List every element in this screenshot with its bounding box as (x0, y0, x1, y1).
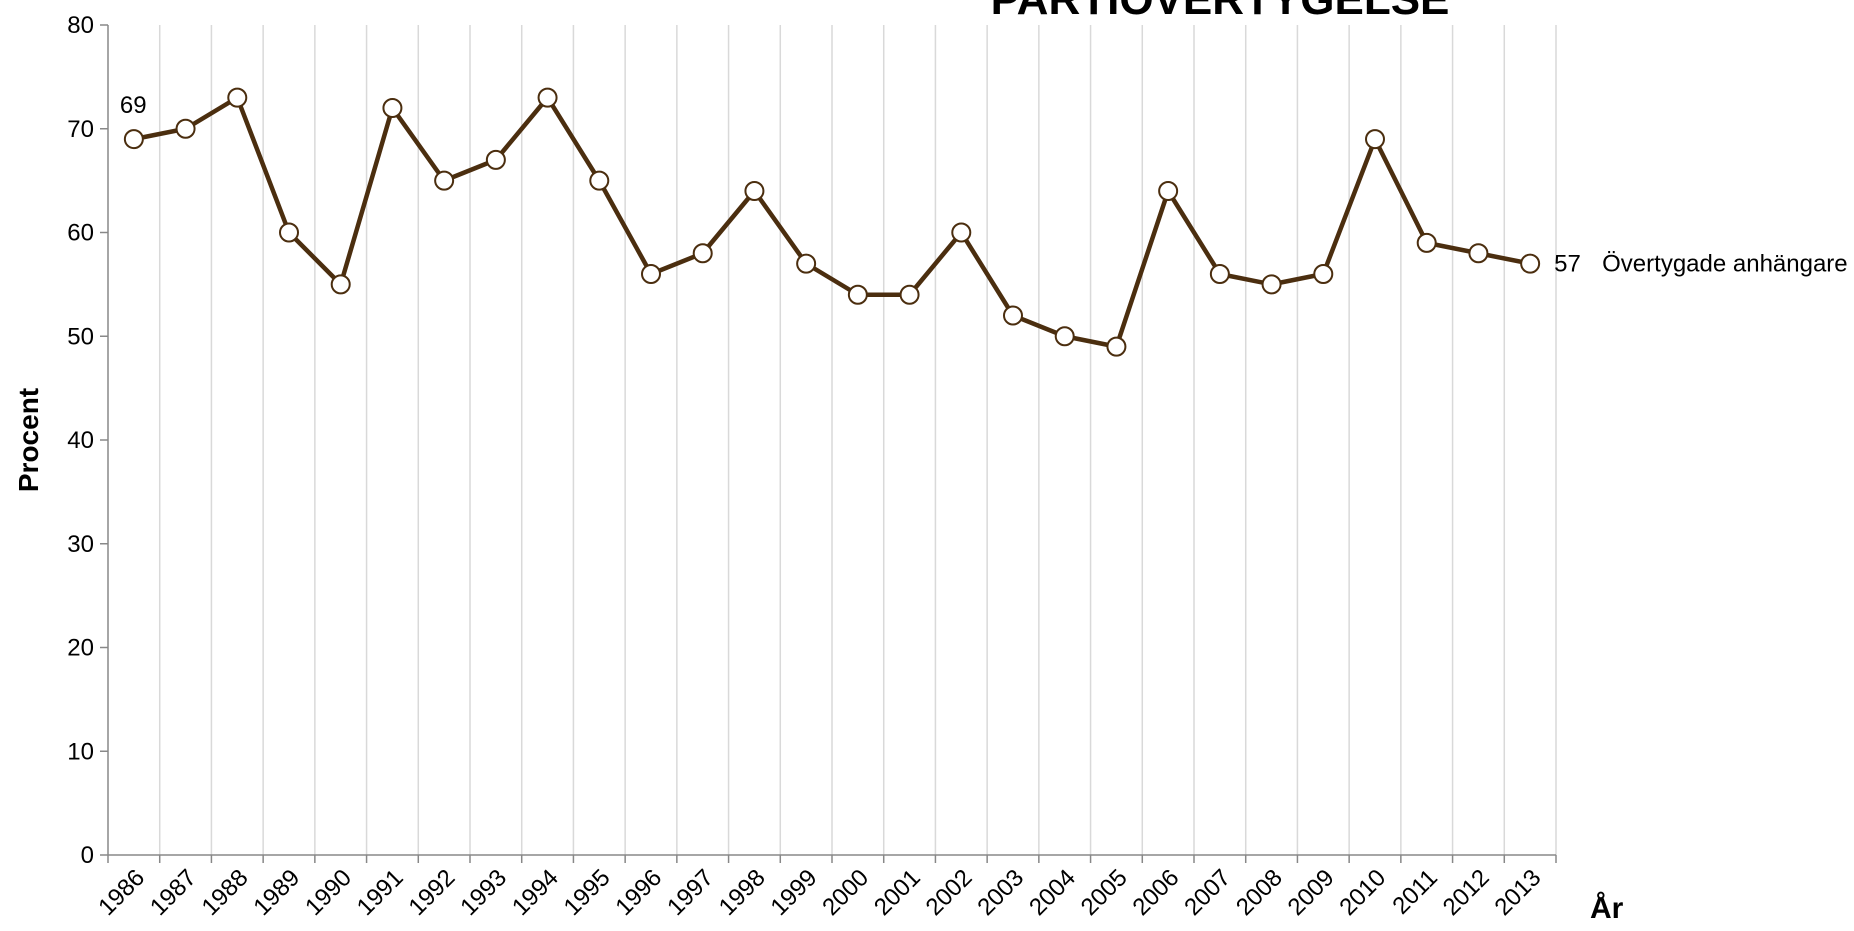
x-tick-label: 2007 (1179, 864, 1236, 921)
y-tick-label: 70 (67, 116, 94, 143)
data-point (1520, 253, 1541, 274)
data-point (1416, 232, 1437, 253)
x-tick-label: 1991 (352, 864, 409, 921)
data-point (1106, 336, 1127, 357)
x-tick-label: 2004 (1024, 864, 1081, 921)
x-tick-label: 1994 (507, 864, 564, 921)
data-point (382, 98, 403, 118)
x-axis-label: År (1590, 892, 1624, 925)
y-tick-label: 10 (67, 738, 94, 765)
data-label: 69 (120, 92, 147, 119)
x-tick-label: 1988 (197, 864, 254, 921)
x-tick-label: 2000 (817, 864, 874, 921)
x-tick-label: 1987 (145, 864, 202, 921)
data-point (899, 284, 920, 305)
x-tick-label: 2012 (1438, 864, 1495, 921)
data-point (1003, 305, 1023, 326)
series-line (133, 95, 1531, 349)
x-tick-label: 2011 (1387, 864, 1443, 920)
x-tick-label: 2008 (1231, 864, 1288, 921)
data-point (589, 170, 610, 191)
data-point (796, 253, 817, 274)
y-tick-label: 50 (67, 323, 94, 350)
x-tick-label: 1997 (662, 864, 719, 921)
x-tick-label: 1989 (248, 864, 305, 921)
y-tick-label: 60 (67, 220, 94, 247)
x-tick-label: 1998 (714, 864, 771, 921)
data-point (175, 118, 196, 139)
data-point (1158, 181, 1179, 201)
data-point (1209, 264, 1230, 284)
x-tick-label: 2003 (972, 864, 1029, 921)
x-tick-label: 1992 (404, 864, 461, 921)
data-label: 57 (1554, 251, 1581, 278)
data-point (951, 222, 972, 243)
data-point (330, 274, 351, 295)
x-tick-label: 2001 (869, 864, 926, 921)
data-point (744, 181, 765, 201)
x-tick-label: 2002 (921, 864, 978, 921)
data-point (641, 264, 661, 284)
data-point (279, 222, 299, 243)
x-tick-label: 2005 (1076, 864, 1133, 921)
data-point (1313, 264, 1334, 284)
data-point (434, 170, 455, 191)
y-axis-label: Procent (13, 388, 44, 492)
data-point (1054, 326, 1075, 347)
y-tick-label: 80 (67, 12, 94, 39)
data-point (123, 129, 144, 150)
x-tick-label: 2009 (1283, 864, 1340, 921)
x-tick-label: 1990 (300, 864, 357, 921)
y-tick-label: 20 (67, 635, 94, 662)
x-tick-label: 1995 (559, 864, 616, 921)
data-point (1365, 129, 1385, 150)
y-tick-label: 40 (67, 427, 94, 454)
data-point (1261, 274, 1282, 295)
data-point (847, 284, 868, 305)
y-tick-label: 0 (81, 842, 94, 869)
data-point (1468, 243, 1489, 264)
legend-label: Övertygade anhängare (1602, 251, 1848, 278)
data-point (692, 243, 713, 264)
x-tick-label: 1999 (766, 864, 823, 921)
data-point (227, 87, 248, 108)
y-tick-label: 30 (67, 531, 94, 558)
data-point (537, 87, 558, 108)
x-tick-label: 1993 (455, 864, 512, 921)
x-tick-label: 2013 (1490, 864, 1547, 921)
x-tick-label: 1986 (93, 864, 150, 921)
chart-title: PARTIÖVERTYGELSE (991, 0, 1450, 24)
x-tick-label: 1996 (610, 864, 667, 921)
x-tick-label: 2006 (1128, 864, 1185, 921)
x-tick-label: 2010 (1334, 864, 1391, 921)
data-point (485, 149, 506, 170)
